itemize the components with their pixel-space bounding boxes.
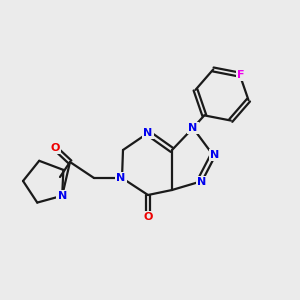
- Text: N: N: [143, 128, 153, 138]
- Text: O: O: [50, 143, 60, 153]
- Text: N: N: [116, 173, 126, 183]
- Text: N: N: [58, 191, 67, 201]
- Text: N: N: [210, 150, 220, 160]
- Text: F: F: [237, 70, 244, 80]
- Text: O: O: [143, 212, 153, 222]
- Text: N: N: [188, 123, 198, 133]
- Text: N: N: [197, 177, 207, 187]
